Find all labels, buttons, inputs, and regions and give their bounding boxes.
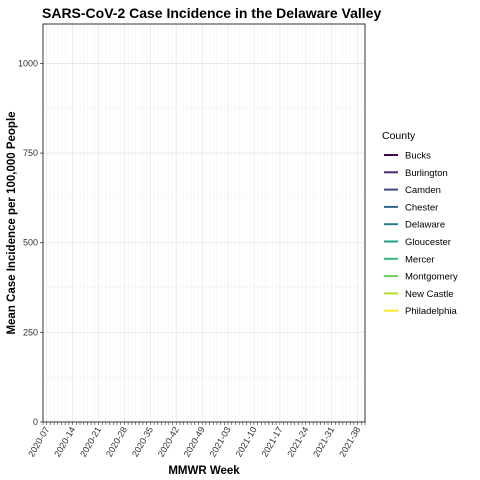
legend-title: County xyxy=(382,130,416,142)
legend: County Bucks Burlington Camden Chester Delaw… xyxy=(382,130,458,317)
legend-label: New Castle xyxy=(405,289,454,300)
chart-title: SARS-CoV-2 Case Incidence in the Delawar… xyxy=(42,5,381,21)
plot-panel-border xyxy=(42,23,366,423)
x-tick-label: 2021-03 xyxy=(208,425,233,459)
legend-label: Philadelphia xyxy=(405,306,457,317)
x-tick-label: 2020-49 xyxy=(182,425,207,459)
x-tick-label: 2020-07 xyxy=(26,425,51,459)
x-axis: 2020-07 2020-14 2020-21 2020-28 2020-35 2020-… xyxy=(26,422,366,459)
legend-label: Montgomery xyxy=(405,272,458,283)
legend-label: Camden xyxy=(405,185,441,196)
y-tick-label: 1000 xyxy=(18,58,38,68)
x-tick-label: 2020-35 xyxy=(130,425,155,459)
x-tick-label: 2020-21 xyxy=(78,425,103,459)
legend-label: Gloucester xyxy=(405,237,451,248)
y-axis: 0 250 500 750 1000 xyxy=(18,58,43,427)
x-tick-label: 2020-42 xyxy=(156,425,181,459)
x-tick-label: 2021-10 xyxy=(234,425,259,459)
legend-label: Mercer xyxy=(405,254,435,265)
y-tick-label: 750 xyxy=(23,148,38,158)
grid xyxy=(42,24,366,423)
x-tick-label: 2020-28 xyxy=(104,425,129,459)
legend-label: Delaware xyxy=(405,220,445,231)
legend-label: Chester xyxy=(405,202,438,213)
legend-label: Bucks xyxy=(405,151,431,162)
y-axis-title: Mean Case Incidence per 100,000 People xyxy=(6,111,18,334)
x-tick-label: 2021-38 xyxy=(337,425,362,459)
x-tick-label: 2021-17 xyxy=(259,425,284,459)
x-tick-label: 2021-24 xyxy=(285,425,310,459)
legend-label: Burlington xyxy=(405,168,448,179)
y-tick-label: 500 xyxy=(23,238,38,248)
y-tick-label: 250 xyxy=(23,327,38,337)
x-tick-label: 2020-14 xyxy=(52,425,77,459)
x-tick-label: 2021-31 xyxy=(311,425,336,459)
y-tick-label: 0 xyxy=(33,417,38,427)
x-axis-title: MMWR Week xyxy=(168,465,240,477)
